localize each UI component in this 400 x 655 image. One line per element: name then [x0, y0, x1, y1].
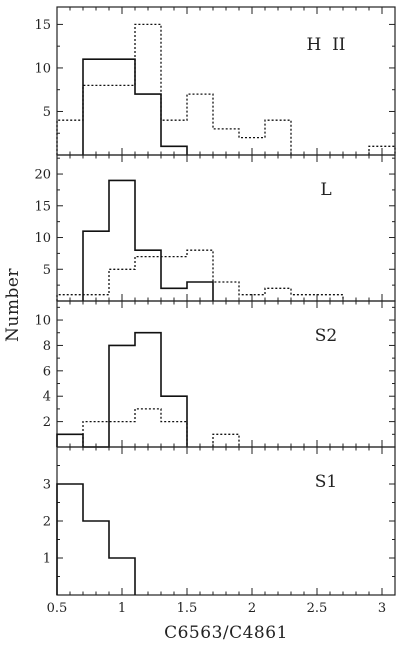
y-tick-label: 10: [34, 231, 51, 246]
y-axis-label: Number: [3, 268, 23, 342]
x-tick-label: 1: [118, 601, 126, 616]
histogram-solid-series: [82, 179, 214, 301]
y-tick-label: 2: [43, 415, 51, 430]
panel-label: H II: [306, 35, 345, 55]
x-tick-label: 3: [378, 601, 386, 616]
y-tick-label: 4: [43, 390, 51, 405]
panel-2: 2 4 6 8 10 S2: [34, 300, 396, 448]
x-axis-tick-labels: 0.5 1 1.5 2 2.5 3: [47, 601, 386, 616]
y-tick-label: 1: [43, 552, 51, 567]
y-tick-label: 6: [43, 364, 51, 379]
y-tick-label: 5: [43, 105, 51, 120]
y-tick-label: 2: [43, 515, 51, 530]
histogram-dotted-series: [56, 249, 344, 301]
panel-frame: [56, 6, 396, 156]
panel-3: 1 2 3 S1: [43, 446, 396, 596]
panel-label: S2: [315, 326, 337, 346]
y-tick-label: 3: [43, 478, 51, 493]
histogram-solid-series: [56, 483, 136, 595]
panel-1: 5 10 15 20 L: [34, 154, 396, 302]
panel-label: S1: [315, 472, 337, 492]
x-axis-label: C6563/C4861: [164, 623, 288, 643]
panel-frame: [56, 154, 396, 302]
y-tick-label: 10: [34, 314, 51, 329]
histogram-dotted-series: [82, 408, 240, 447]
x-tick-label: 0.5: [47, 601, 68, 616]
y-tick-label: 10: [34, 61, 51, 76]
panel-frame: [56, 300, 396, 448]
x-tick-label: 1.5: [177, 601, 198, 616]
y-tick-label: 15: [34, 199, 51, 214]
panel-label: L: [320, 180, 331, 200]
y-tick-label: 20: [34, 168, 51, 183]
histogram-solid-series: [82, 58, 188, 155]
x-tick-label: 2: [248, 601, 256, 616]
x-tick-label: 2.5: [307, 601, 328, 616]
histogram-dotted-series: [56, 23, 396, 155]
y-tick-label: 15: [34, 18, 51, 33]
panel-0: 5 10 15 H II: [34, 6, 396, 156]
histogram-solid-series: [56, 331, 188, 448]
y-tick-label: 8: [43, 339, 51, 354]
panels-group: 5 10 15 H II 5 10 15 20 L 2 4 6 8 10 S2 1 2 3 S1: [34, 6, 396, 596]
y-tick-label: 5: [43, 263, 51, 278]
